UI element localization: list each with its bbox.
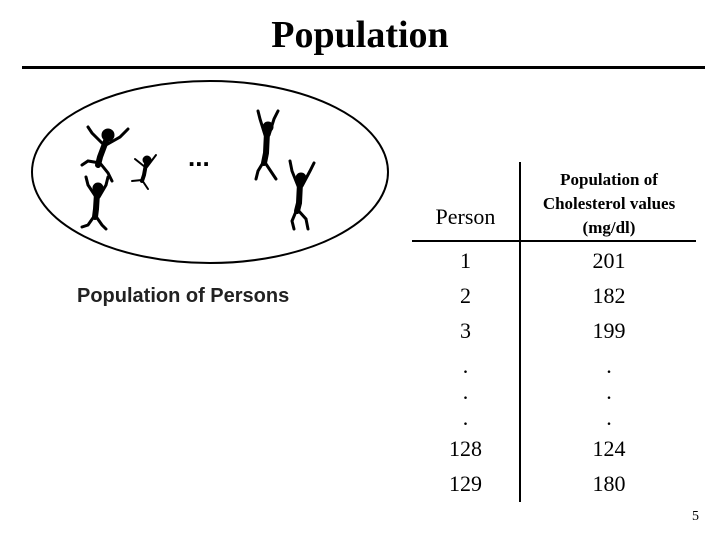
person-cell: 128 <box>449 436 482 461</box>
person-figure-icon <box>288 159 316 231</box>
header-line: Population of <box>560 170 658 189</box>
person-column-header: Person <box>435 204 496 229</box>
cholesterol-cell: 199 <box>592 318 626 343</box>
header-divider <box>412 240 696 242</box>
cholesterol-cell: . <box>606 379 612 404</box>
page-number: 5 <box>692 509 699 524</box>
slide-title: Population <box>271 14 449 56</box>
person-figure-icon <box>80 175 110 231</box>
cholesterol-table: Person Population of Cholesterol values … <box>412 160 702 505</box>
cholesterol-column-header: Population of Cholesterol values (mg/dl) <box>522 168 696 240</box>
cholesterol-cell: . <box>606 353 612 378</box>
person-column: 1 2 3 . . . 128 129 <box>412 248 519 506</box>
population-ellipse <box>31 80 389 264</box>
title-divider <box>22 66 705 69</box>
population-ellipsis: ... <box>188 142 210 172</box>
cholesterol-cell: 182 <box>592 283 626 308</box>
cholesterol-cell: 124 <box>592 436 626 461</box>
header-line: (mg/dl) <box>582 218 636 237</box>
cholesterol-column: 201 182 199 . . . 124 180 <box>522 248 696 506</box>
header-line: Cholesterol values <box>542 194 676 213</box>
population-ellipse-drawing <box>31 80 389 264</box>
figure-caption: Population of Persons <box>77 285 290 307</box>
person-cell: . <box>462 379 469 404</box>
person-cell: . <box>462 353 469 378</box>
cholesterol-cell: . <box>606 405 612 430</box>
person-figure-icon <box>80 125 130 183</box>
person-cell: 2 <box>460 283 471 308</box>
person-figure-icon <box>254 109 280 181</box>
cholesterol-cell: 180 <box>592 471 626 496</box>
person-cell: 1 <box>460 248 471 273</box>
person-cell: 3 <box>460 318 471 343</box>
cholesterol-cell: 201 <box>592 248 626 273</box>
person-cell: 129 <box>449 471 482 496</box>
person-figure-icon <box>131 154 157 190</box>
column-divider <box>519 162 521 502</box>
person-cell: . <box>462 405 469 430</box>
population-figure: ... Population of Persons <box>20 75 410 325</box>
